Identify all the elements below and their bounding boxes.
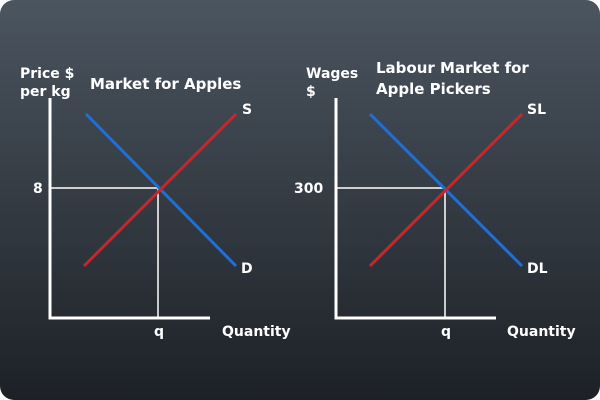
right-graph-title-line1: Labour Market for (376, 59, 529, 77)
right-graph-title-line2: Apple Pickers (376, 80, 491, 98)
left-y-axis-label-line2: per kg (20, 84, 71, 100)
right-equilibrium-quantity-label: q (441, 324, 451, 340)
right-supply-curve (368, 112, 524, 268)
right-y-axis-label-line2: $ (306, 84, 316, 100)
right-demand-label: DL (527, 261, 548, 277)
left-equilibrium-price-label: 8 (33, 181, 43, 197)
right-graph: Wages $ Labour Market for Apple Pickers … (294, 59, 576, 340)
left-equilibrium-quantity-label: q (154, 324, 164, 340)
left-graph: Price $ per kg Market for Apples S D 8 q… (20, 66, 291, 340)
right-x-axis-label: Quantity (507, 324, 576, 340)
left-supply-curve (82, 112, 238, 268)
left-graph-title: Market for Apples (90, 75, 241, 93)
right-y-axis-label-line1: Wages (306, 66, 358, 82)
left-demand-label: D (241, 261, 253, 277)
left-y-axis-label-line1: Price $ (20, 66, 74, 82)
left-supply-label: S (242, 102, 252, 118)
right-equilibrium-wage-label: 300 (294, 181, 323, 197)
left-x-axis-label: Quantity (222, 324, 291, 340)
right-supply-label: SL (527, 102, 546, 118)
